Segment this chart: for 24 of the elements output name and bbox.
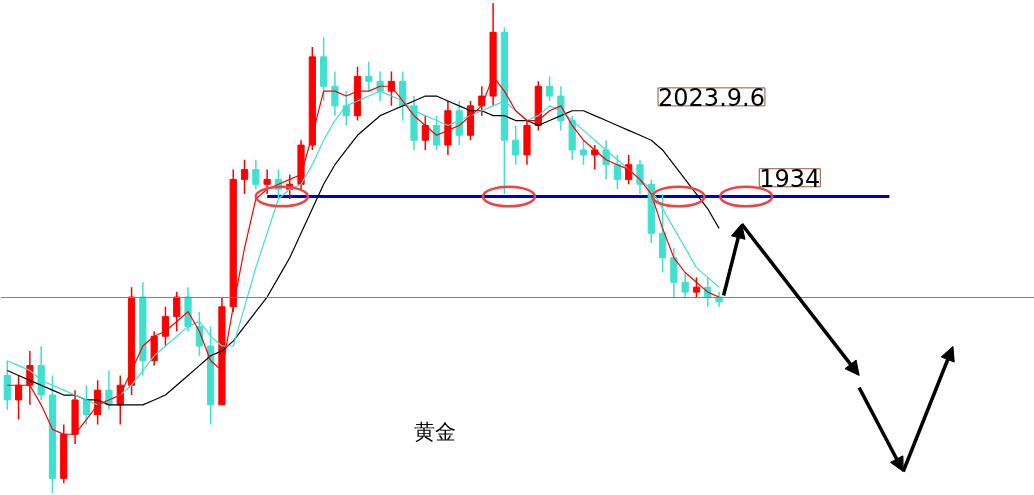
candlestick (421, 114, 429, 151)
candlestick (579, 139, 588, 166)
candlestick (263, 168, 271, 195)
candlestick (681, 271, 689, 298)
annotation: 黄金 (414, 419, 457, 445)
candlestick (512, 124, 520, 166)
candlestick (591, 144, 599, 171)
candlestick (692, 276, 701, 298)
candlestick (613, 154, 621, 190)
annotation: 2023.9.6 (658, 83, 765, 112)
candlestick (252, 159, 260, 190)
candlestick (478, 85, 486, 117)
candlestick (161, 306, 170, 347)
candlestick (173, 291, 181, 333)
candlestick (365, 61, 373, 92)
candlestick (240, 159, 249, 195)
candlestick (545, 75, 554, 102)
candlestick (26, 350, 34, 406)
candlestick (433, 114, 441, 151)
text: 1934 (759, 164, 821, 193)
candlestick (14, 374, 23, 421)
candlestick (602, 139, 610, 181)
candlestick (331, 70, 339, 117)
candlestick (636, 159, 644, 195)
